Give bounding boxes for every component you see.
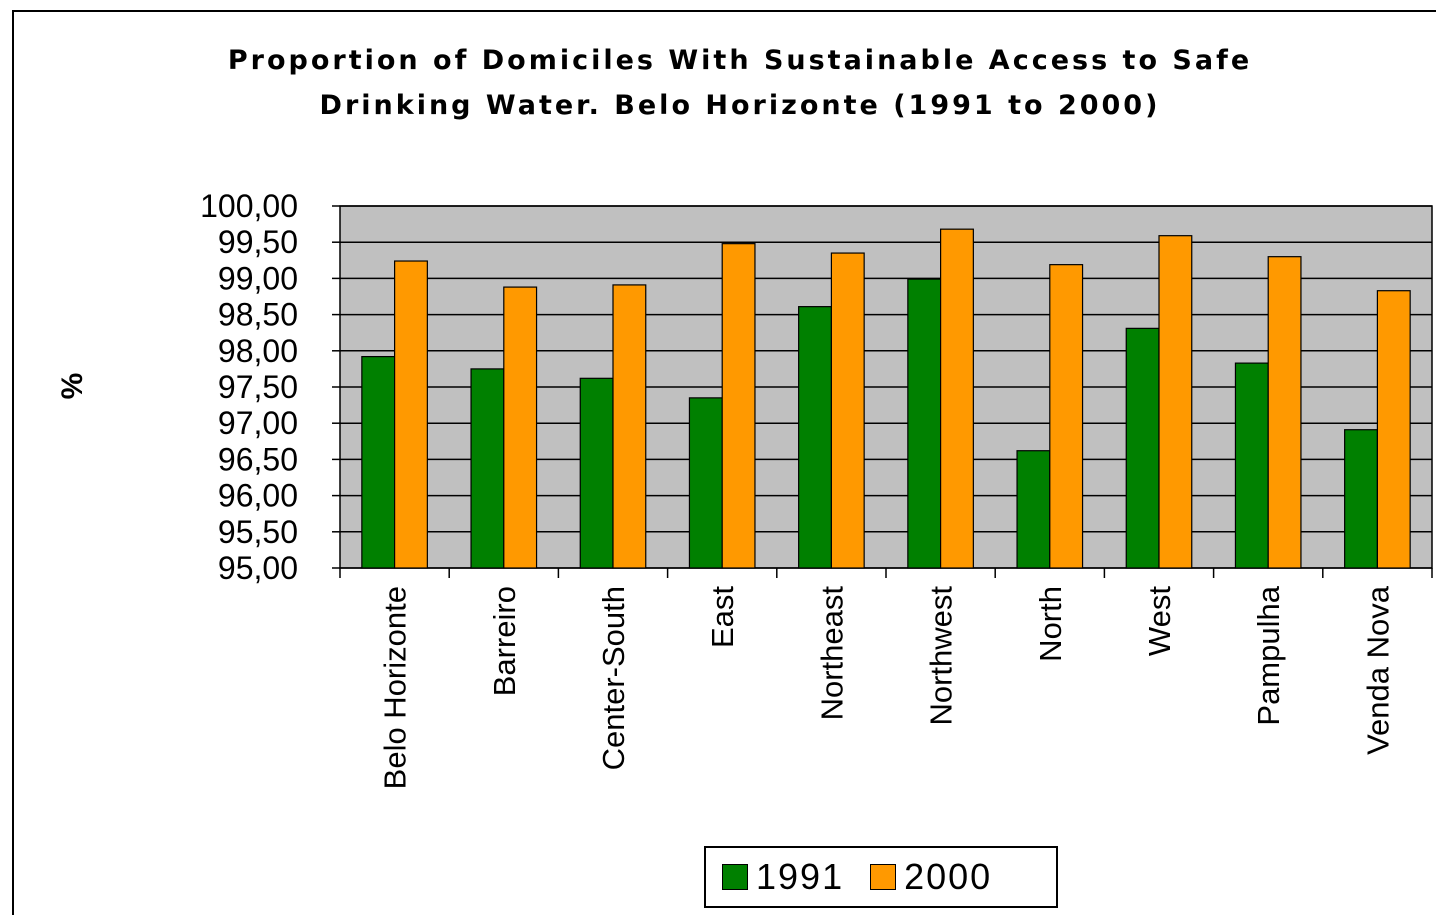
bar-1991: [1344, 429, 1379, 569]
legend-item-2000: 2000: [870, 856, 992, 898]
bar-1991: [361, 355, 396, 569]
y-tick-label: 95,00: [218, 550, 298, 586]
legend-label-2000: 2000: [904, 856, 993, 897]
bar-1991: [470, 368, 505, 569]
bar-1991: [1016, 450, 1051, 569]
y-tick-label: 97,00: [218, 405, 298, 441]
bar-1991: [907, 278, 942, 569]
legend-swatch-2000: [870, 864, 897, 890]
category-label: Barreiro: [487, 586, 522, 696]
y-tick-label: 97,50: [218, 369, 298, 405]
category-label: East: [705, 586, 740, 648]
bar-1991: [1234, 362, 1269, 569]
category-label: Northeast: [814, 586, 849, 721]
bar-2000: [1158, 235, 1193, 569]
bar-1991: [798, 306, 833, 569]
bar-2000: [503, 286, 538, 569]
y-tick-label: 98,00: [218, 333, 298, 369]
bar-2000: [1376, 290, 1411, 569]
bar-2000: [1267, 256, 1302, 569]
category-label: Venda Nova: [1360, 585, 1395, 755]
y-tick-label: 99,50: [218, 224, 298, 260]
y-tick-label: 96,50: [218, 441, 298, 477]
bar-2000: [939, 228, 974, 569]
bar-2000: [612, 284, 647, 569]
chart-title: Proportion of Domiciles With Sustainable…: [227, 45, 1253, 121]
legend-swatch-1991: [722, 864, 748, 890]
category-label: West: [1142, 586, 1177, 656]
legend-label-1991: 1991: [756, 856, 845, 897]
y-tick-label: 96,00: [218, 478, 298, 514]
y-tick-label: 100,00: [200, 188, 298, 224]
bar-2000: [1049, 264, 1084, 569]
plot-area: 95,0095,5096,0096,5097,0097,5098,0098,50…: [56, 188, 1433, 789]
category-label: Center-South: [596, 586, 631, 770]
bar-1991: [1125, 327, 1160, 569]
category-label: Belo Horizonte: [378, 586, 413, 789]
bar-1991: [688, 397, 723, 569]
y-tick-label: 99,00: [218, 260, 298, 296]
category-label: Northwest: [924, 586, 959, 726]
category-label: North: [1033, 586, 1068, 662]
y-tick-label: 98,50: [218, 297, 298, 333]
y-axis-label: %: [56, 373, 89, 400]
bar-2000: [394, 260, 428, 569]
legend-item-1991: 1991: [722, 856, 844, 898]
bar-2000: [721, 243, 756, 569]
chart-frame: [12, 10, 1436, 915]
legend: 1991 2000: [704, 846, 1058, 908]
bar-2000: [830, 252, 865, 569]
y-tick-label: 95,50: [218, 514, 298, 550]
category-label: Pampulha: [1251, 585, 1286, 725]
bar-1991: [579, 377, 614, 569]
